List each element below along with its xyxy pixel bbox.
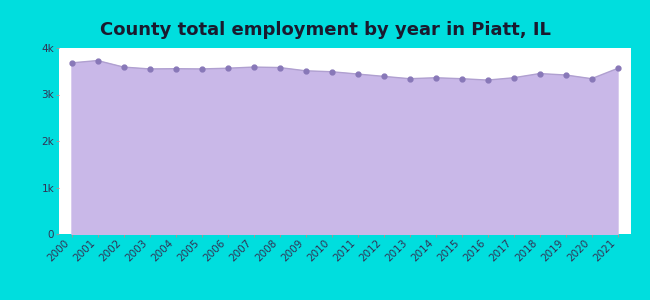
- Text: County total employment by year in Piatt, IL: County total employment by year in Piatt…: [99, 21, 551, 39]
